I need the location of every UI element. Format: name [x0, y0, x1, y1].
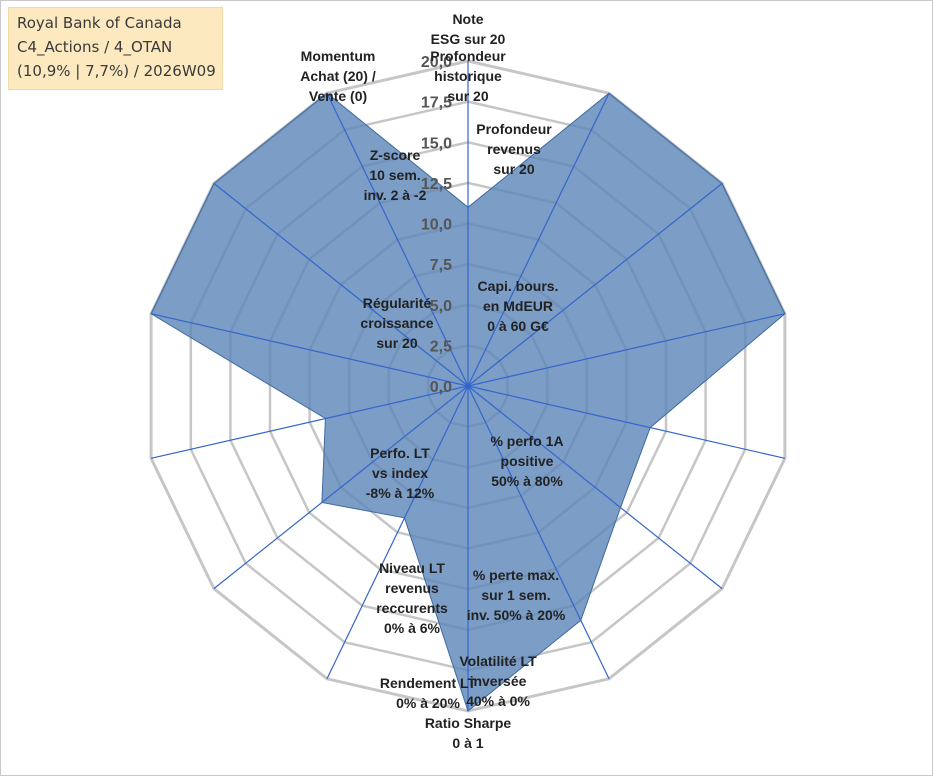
axis-label: Rendement LT 0% à 20%	[380, 675, 477, 711]
axis-label: % perte max. sur 1 sem. inv. 50% à 20%	[467, 567, 566, 623]
axis-label: Perfo. LT vs index -8% à 12%	[366, 445, 435, 501]
axis-label-line: 0 à 60 G€	[487, 318, 549, 334]
axis-label-line: Note	[452, 11, 483, 27]
axis-label-line: historique	[434, 68, 502, 84]
axis-label-line: revenus	[487, 141, 541, 157]
axis-label-line: 0% à 6%	[384, 620, 441, 636]
axis-label-line: Volatilité LT	[459, 653, 537, 669]
axis-label-line: sur 20	[493, 161, 534, 177]
axis-label: Niveau LT revenus reccurents 0% à 6%	[376, 560, 448, 636]
axis-label-line: % perfo 1A	[490, 433, 563, 449]
info-line-company: Royal Bank of Canada	[17, 14, 182, 32]
axis-label: Profondeur revenus sur 20	[476, 121, 552, 177]
axis-label: Momentum Achat (20) / Vente (0)	[300, 48, 376, 104]
axis-spoke	[213, 182, 469, 387]
axis-spoke	[467, 385, 723, 590]
axis-label: Capi. bours. en MdEUR 0 à 60 G€	[478, 278, 559, 334]
tick-label: 2,5	[430, 338, 452, 355]
axis-label-line: -8% à 12%	[366, 485, 435, 501]
axis-label-line: Profondeur	[476, 121, 552, 137]
axis-label-line: ESG sur 20	[431, 31, 506, 47]
axis-label-line: en MdEUR	[483, 298, 553, 314]
info-line-category: C4_Actions / 4_OTAN	[17, 38, 173, 56]
axis-label: % perfo 1A positive 50% à 80%	[490, 433, 563, 489]
axis-label-line: sur 20	[376, 335, 417, 351]
axis-label-line: Capi. bours.	[478, 278, 559, 294]
axis-label-line: sur 20	[447, 88, 488, 104]
axis-spoke	[467, 182, 723, 387]
axis-label-line: Profondeur	[430, 48, 506, 64]
axis-spoke	[213, 385, 469, 590]
tick-label: 5,0	[430, 298, 452, 315]
axis-label-line: revenus	[385, 580, 439, 596]
axis-label-line: Niveau LT	[379, 560, 445, 576]
axis-label-line: vs index	[372, 465, 428, 481]
axis-label-line: croissance	[360, 315, 433, 331]
tick-label: 15,0	[421, 135, 452, 152]
axis-label-line: positive	[501, 453, 554, 469]
axis-label: Régularité croissance sur 20	[360, 295, 433, 351]
tick-label: 20,0	[421, 54, 452, 71]
axis-label-line: Achat (20) /	[300, 68, 376, 84]
axis-label: Note ESG sur 20	[431, 11, 506, 47]
axis-label-line: 0% à 20%	[396, 695, 460, 711]
axis-label-line: % perte max.	[473, 567, 559, 583]
axis-label-line: inv. 50% à 20%	[467, 607, 566, 623]
axis-label: Volatilité LT inversée 40% à 0%	[459, 653, 537, 709]
info-box: Royal Bank of Canada C4_Actions / 4_OTAN…	[8, 7, 223, 90]
axis-label-line: Perfo. LT	[370, 445, 430, 461]
axis-spoke	[467, 385, 786, 459]
axis-label-line: Ratio Sharpe	[425, 715, 512, 731]
tick-label: 12,5	[421, 176, 452, 193]
axis-label-line: Vente (0)	[309, 88, 367, 104]
axis-label-line: inversée	[470, 673, 527, 689]
axis-spoke	[150, 385, 469, 459]
axis-label-line: 0 à 1	[452, 735, 483, 751]
axis-label-line: reccurents	[376, 600, 448, 616]
axis-label-line: Rendement LT	[380, 675, 477, 691]
axis-spoke	[150, 313, 469, 387]
axis-label-line: 50% à 80%	[491, 473, 563, 489]
tick-label: 17,5	[421, 95, 452, 112]
tick-label: 10,0	[421, 217, 452, 234]
axis-spoke	[326, 385, 469, 680]
axis-label-line: 40% à 0%	[466, 693, 530, 709]
axis-spoke	[326, 92, 469, 387]
axis-label: Z-score 10 sem. inv. 2 à -2	[364, 147, 427, 203]
axis-label-line: 10 sem.	[369, 167, 420, 183]
axis-spoke	[467, 313, 786, 387]
axis-label-line: inv. 2 à -2	[364, 187, 427, 203]
axis-label-line: Momentum	[301, 48, 376, 64]
tick-label: 0,0	[430, 379, 452, 396]
axis-spoke	[467, 385, 610, 680]
axis-label-line: sur 1 sem.	[481, 587, 550, 603]
axis-label-line: Z-score	[370, 147, 421, 163]
tick-label: 7,5	[430, 257, 452, 274]
axis-label: Ratio Sharpe 0 à 1	[425, 715, 512, 751]
axis-spoke	[467, 92, 610, 387]
axis-label-line: Régularité	[363, 295, 432, 311]
axis-label: Profondeur historique sur 20	[430, 48, 506, 104]
info-line-performance: (10,9% | 7,7%) / 2026W09	[17, 62, 216, 80]
